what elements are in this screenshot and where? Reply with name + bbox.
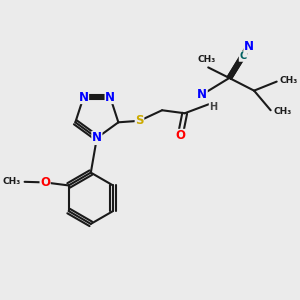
Text: CH₃: CH₃: [198, 55, 216, 64]
Text: CH₃: CH₃: [3, 177, 21, 186]
Text: CH₃: CH₃: [273, 107, 291, 116]
Text: CH₃: CH₃: [279, 76, 297, 85]
Text: O: O: [175, 129, 185, 142]
Text: H: H: [209, 102, 217, 112]
Text: N: N: [244, 40, 254, 53]
Text: N: N: [79, 91, 88, 103]
Text: S: S: [135, 114, 144, 127]
Text: N: N: [197, 88, 207, 101]
Text: N: N: [92, 131, 102, 144]
Text: N: N: [105, 91, 115, 103]
Text: O: O: [40, 176, 50, 189]
Text: C: C: [239, 51, 247, 61]
